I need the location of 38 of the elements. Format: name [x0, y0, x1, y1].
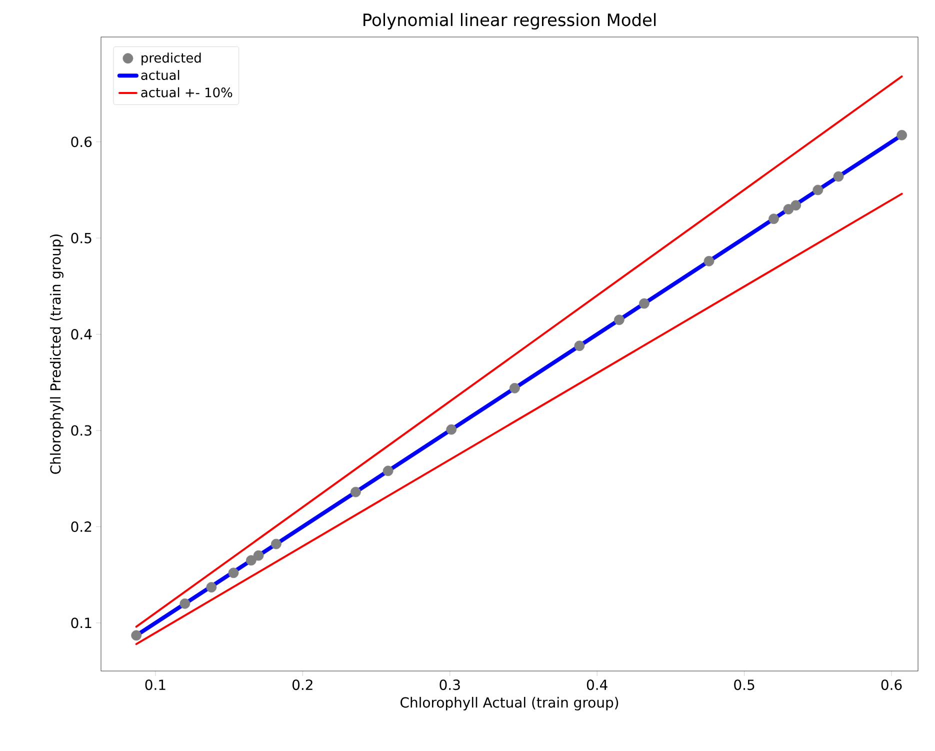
y-axis-title: Chlorophyll Predicted (train group) [50, 234, 64, 474]
x-tick-label: 0.6 [881, 680, 902, 690]
point [509, 382, 520, 394]
y-tick-label: 0.4 [71, 328, 92, 340]
point [446, 424, 457, 435]
point [253, 550, 264, 561]
x-tick-label: 0.3 [440, 680, 460, 690]
point [812, 184, 824, 196]
point [382, 466, 394, 476]
point [790, 200, 802, 211]
point [228, 568, 239, 578]
point [206, 582, 217, 592]
point [896, 130, 908, 140]
point [704, 256, 714, 266]
point [350, 486, 361, 498]
x-tick-label: 0.4 [586, 680, 608, 690]
point [574, 340, 585, 352]
chart-title: Polynomial linear regression Model [364, 13, 656, 30]
y-tick-label: 0.3 [71, 425, 92, 436]
x-tick-label: 0.5 [734, 680, 754, 690]
point [180, 598, 190, 609]
y-tick-label: 0.1 [71, 618, 92, 628]
y-tick-label: 0.5 [71, 232, 92, 244]
point [639, 298, 650, 309]
x-axis-title: Chlorophyll Actual (train group) [400, 696, 618, 710]
legend-label: predicted [142, 52, 201, 66]
x-tick-label: 0.1 [145, 680, 166, 690]
y-tick-label: 0.6 [71, 136, 92, 148]
point [833, 171, 844, 182]
point [768, 214, 779, 224]
point [614, 314, 624, 326]
legend-label: actual [141, 70, 180, 80]
x-tick-label: 0.2 [292, 680, 312, 690]
point [131, 630, 142, 641]
point [270, 538, 282, 550]
y-tick-label: 0.2 [71, 521, 92, 532]
point [246, 555, 256, 566]
legend-label: actual +- 10% [141, 87, 232, 98]
